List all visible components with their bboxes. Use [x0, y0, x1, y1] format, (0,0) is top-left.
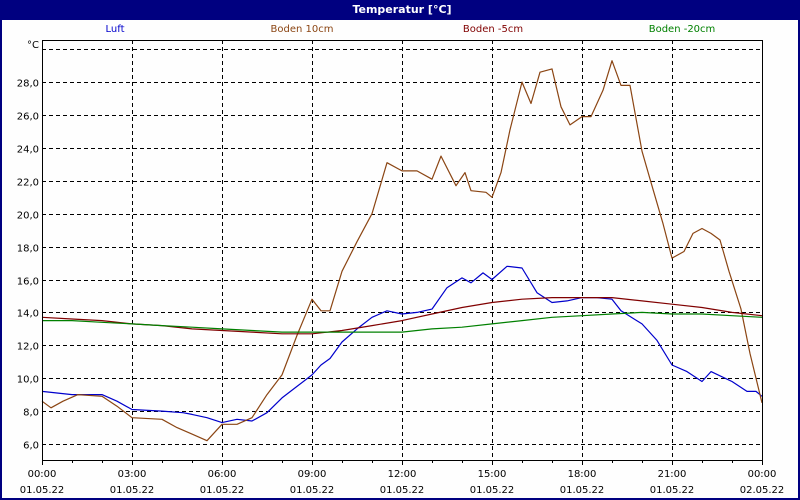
y-tick-label: 10,0	[17, 375, 39, 386]
window-title: Temperatur [°C]	[2, 0, 800, 20]
x-tick-time-label: 00:00	[28, 469, 57, 480]
y-tick-label: 16,0	[17, 277, 39, 288]
series-boden-10cm	[41, 60, 763, 442]
series-boden-20cm	[42, 311, 763, 333]
x-tick-date-label: 01.05.22	[650, 485, 695, 496]
x-tick-date-label: 01.05.22	[110, 485, 155, 496]
x-tick-date-label: 01.05.22	[560, 485, 605, 496]
x-tick-date-label: 01.05.22	[470, 485, 515, 496]
series-luft	[41, 265, 763, 424]
y-tick-label: 6,0	[23, 441, 39, 452]
x-tick-date-label: 01.05.22	[380, 485, 425, 496]
x-tick-time-label: 15:00	[478, 469, 507, 480]
x-tick-time-label: 09:00	[298, 469, 327, 480]
x-tick-time-label: 06:00	[208, 469, 237, 480]
legend-boden-10cm: Boden 10cm	[270, 24, 334, 35]
legend-luft: Luft	[105, 24, 125, 35]
y-tick-label: 14,0	[17, 309, 39, 320]
y-unit-label: °C	[27, 40, 39, 51]
x-tick-date-label: 01.05.22	[200, 485, 245, 496]
x-tick-time-label: 00:00	[748, 469, 777, 480]
x-tick-time-label: 03:00	[118, 469, 147, 480]
x-tick-time-label: 18:00	[568, 469, 597, 480]
x-tick-date-label: 01.05.22	[290, 485, 335, 496]
x-tick-time-label: 12:00	[388, 469, 417, 480]
y-tick-label: 24,0	[17, 145, 39, 156]
x-tick-time-label: 21:00	[658, 469, 687, 480]
y-tick-label: 18,0	[17, 244, 39, 255]
y-tick-label: 26,0	[17, 112, 39, 123]
y-tick-label: 12,0	[17, 342, 39, 353]
legend-boden-minus-5cm: Boden -5cm	[462, 24, 524, 35]
x-tick-date-label: 01.05.22	[20, 485, 65, 496]
legend-boden-minus-20cm: Boden -20cm	[648, 24, 716, 35]
y-tick-label: 20,0	[17, 211, 39, 222]
x-tick-date-label: 02.05.22	[740, 485, 785, 496]
y-tick-label: 8,0	[23, 408, 39, 419]
y-tick-label: 28,0	[17, 79, 39, 90]
y-tick-label: 22,0	[17, 178, 39, 189]
